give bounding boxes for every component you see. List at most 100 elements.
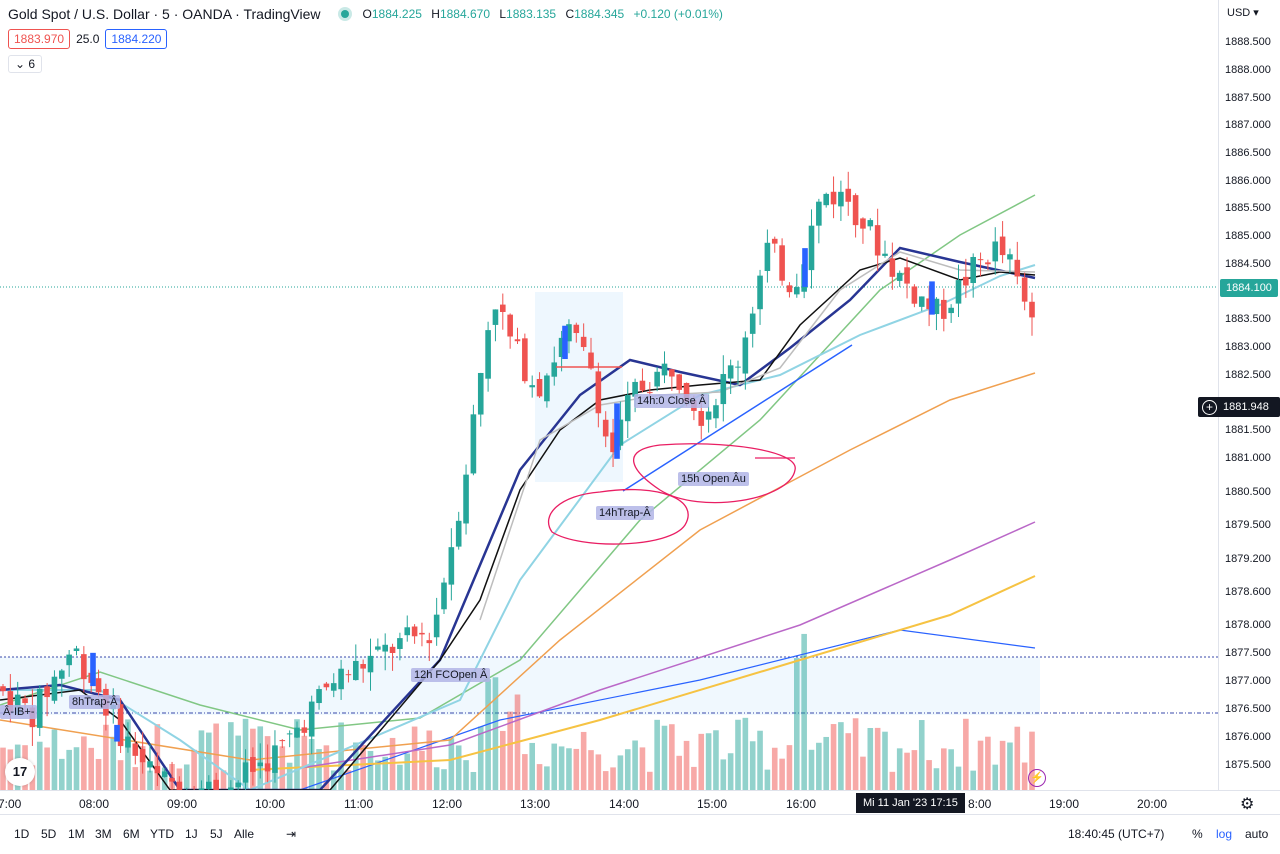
volume-bar <box>213 723 219 790</box>
volume-bars <box>0 633 1035 790</box>
candle-body <box>7 691 14 711</box>
candle-body <box>272 745 278 773</box>
range-button-alle[interactable]: Alle <box>234 827 255 841</box>
freehand-circle[interactable] <box>633 443 796 504</box>
range-button-1m[interactable]: 1M <box>68 827 85 841</box>
candle-body <box>279 740 286 742</box>
candle-body <box>669 369 675 377</box>
annotation-ib[interactable]: Â-IB+- <box>0 705 38 719</box>
candle-body <box>860 218 866 229</box>
candle-body <box>830 191 837 205</box>
time-axis[interactable]: 7:00 08:00 09:00 10:00 11:00 12:00 13:00 14:00 1… <box>0 790 1280 815</box>
range-button-5j[interactable]: 5J <box>210 827 223 841</box>
candle-body <box>161 771 168 777</box>
candle-body <box>235 782 241 788</box>
volume-bar <box>73 747 80 790</box>
candle-body <box>36 688 43 728</box>
lightning-icon[interactable]: ⚡ <box>1028 769 1046 787</box>
candle-body <box>375 646 381 650</box>
auto-toggle[interactable]: auto <box>1245 827 1269 841</box>
volume-bar <box>330 770 337 790</box>
candle-body <box>845 188 852 202</box>
trend-line[interactable] <box>622 344 853 492</box>
price-tick: 1878.600 <box>1225 586 1271 598</box>
price-chart-canvas[interactable] <box>0 0 1218 790</box>
candle-body <box>544 375 550 402</box>
currency-selector[interactable]: USD ▾ <box>1227 7 1259 19</box>
candles <box>0 171 1035 790</box>
volume-bar <box>95 758 102 790</box>
volume-bar <box>639 747 646 790</box>
volume-bar <box>198 730 205 790</box>
time-tick: 16:00 <box>786 797 817 811</box>
symbol-title[interactable]: Gold Spot / U.S. Dollar · 5 · OANDA · Tr… <box>8 6 321 22</box>
range-button-5d[interactable]: 5D <box>41 827 57 841</box>
candle-body <box>308 701 315 737</box>
candle-body <box>433 614 440 638</box>
bottom-toolbar: 1D 5D 1M 3M 6M YTD 1J 5J Alle ⇥ 18:40:45 (UTC+7)… <box>0 814 1280 854</box>
candle-body <box>367 655 374 673</box>
range-button-6m[interactable]: 6M <box>123 827 140 841</box>
candle-body <box>1014 259 1021 277</box>
price-tick: 1877.500 <box>1225 647 1271 659</box>
candle-body <box>602 419 609 437</box>
price-axis[interactable]: USD ▾ 1888.500 1888.000 1887.500 1887.000 18… <box>1218 0 1280 790</box>
candle-body <box>610 432 616 453</box>
price-tick: 1886.500 <box>1225 147 1271 159</box>
range-button-1j[interactable]: 1J <box>185 827 198 841</box>
add-plus-icon[interactable]: + <box>1202 399 1217 415</box>
candle-body <box>397 638 403 649</box>
percent-toggle[interactable]: % <box>1192 827 1203 841</box>
candle-body <box>749 313 756 334</box>
candle-body <box>867 220 874 227</box>
tradingview-logo[interactable]: 17 <box>5 758 35 786</box>
time-tick: 20:00 <box>1137 797 1168 811</box>
gear-icon[interactable]: ⚙ <box>1240 796 1255 813</box>
trap-candle-body <box>929 281 935 315</box>
volume-bar <box>441 769 447 790</box>
volume-bar <box>933 768 940 790</box>
volume-bar <box>830 724 837 790</box>
volume-bar <box>529 742 535 790</box>
candle-body <box>808 225 815 271</box>
log-toggle[interactable]: log <box>1216 827 1233 841</box>
candle-body <box>713 405 719 419</box>
volume-bar <box>749 741 756 790</box>
volume-bar <box>838 722 844 790</box>
chart-pane[interactable]: Gold Spot / U.S. Dollar · 5 · OANDA · Tr… <box>0 0 1218 790</box>
volume-bar <box>727 753 734 790</box>
volume-bar <box>624 749 631 790</box>
volume-bar <box>911 750 918 790</box>
price-tick: 1887.500 <box>1225 92 1271 104</box>
indicators-toggle-button[interactable]: ⌄ 6 <box>8 55 43 73</box>
volume-bar <box>1021 762 1028 790</box>
freehand-circle[interactable] <box>547 488 689 545</box>
volume-bar <box>389 737 396 790</box>
candle-body <box>911 286 918 304</box>
time-tick: 7:00 <box>0 797 22 811</box>
range-button-1d[interactable]: 1D <box>14 827 30 841</box>
candle-body <box>198 788 205 790</box>
goto-date-icon[interactable]: ⇥ <box>286 827 297 841</box>
price-tick: 1876.500 <box>1225 703 1271 715</box>
annotation-8h-trap[interactable]: 8hTrap-Â <box>69 695 121 709</box>
symbol-header[interactable]: Gold Spot / U.S. Dollar · 5 · OANDA · Tr… <box>8 6 729 22</box>
timezone-clock[interactable]: 18:40:45 (UTC+7) <box>1068 827 1165 841</box>
annotation-15h-open[interactable]: 15h Open Âu <box>678 472 749 486</box>
volume-bar <box>896 748 903 790</box>
annotation-14h-close[interactable]: 14h:0 Close Â <box>634 394 710 408</box>
candle-body <box>448 547 455 585</box>
annotation-14h-trap[interactable]: 14hTrap-Â <box>596 506 654 520</box>
sell-button[interactable]: 1883.970 <box>8 29 71 49</box>
buy-button[interactable]: 1884.220 <box>105 29 168 49</box>
price-tick: 1883.000 <box>1225 341 1271 353</box>
candle-body <box>353 660 359 681</box>
volume-bar <box>926 760 932 790</box>
range-button-3m[interactable]: 3M <box>95 827 112 841</box>
range-button-ytd[interactable]: YTD <box>150 827 174 841</box>
candle-body <box>999 236 1006 256</box>
volume-bar <box>235 735 241 790</box>
time-tick: 10:00 <box>255 797 286 811</box>
volume-bar <box>404 753 411 790</box>
annotation-12h-open[interactable]: 12h FCOpen Â <box>411 668 491 682</box>
